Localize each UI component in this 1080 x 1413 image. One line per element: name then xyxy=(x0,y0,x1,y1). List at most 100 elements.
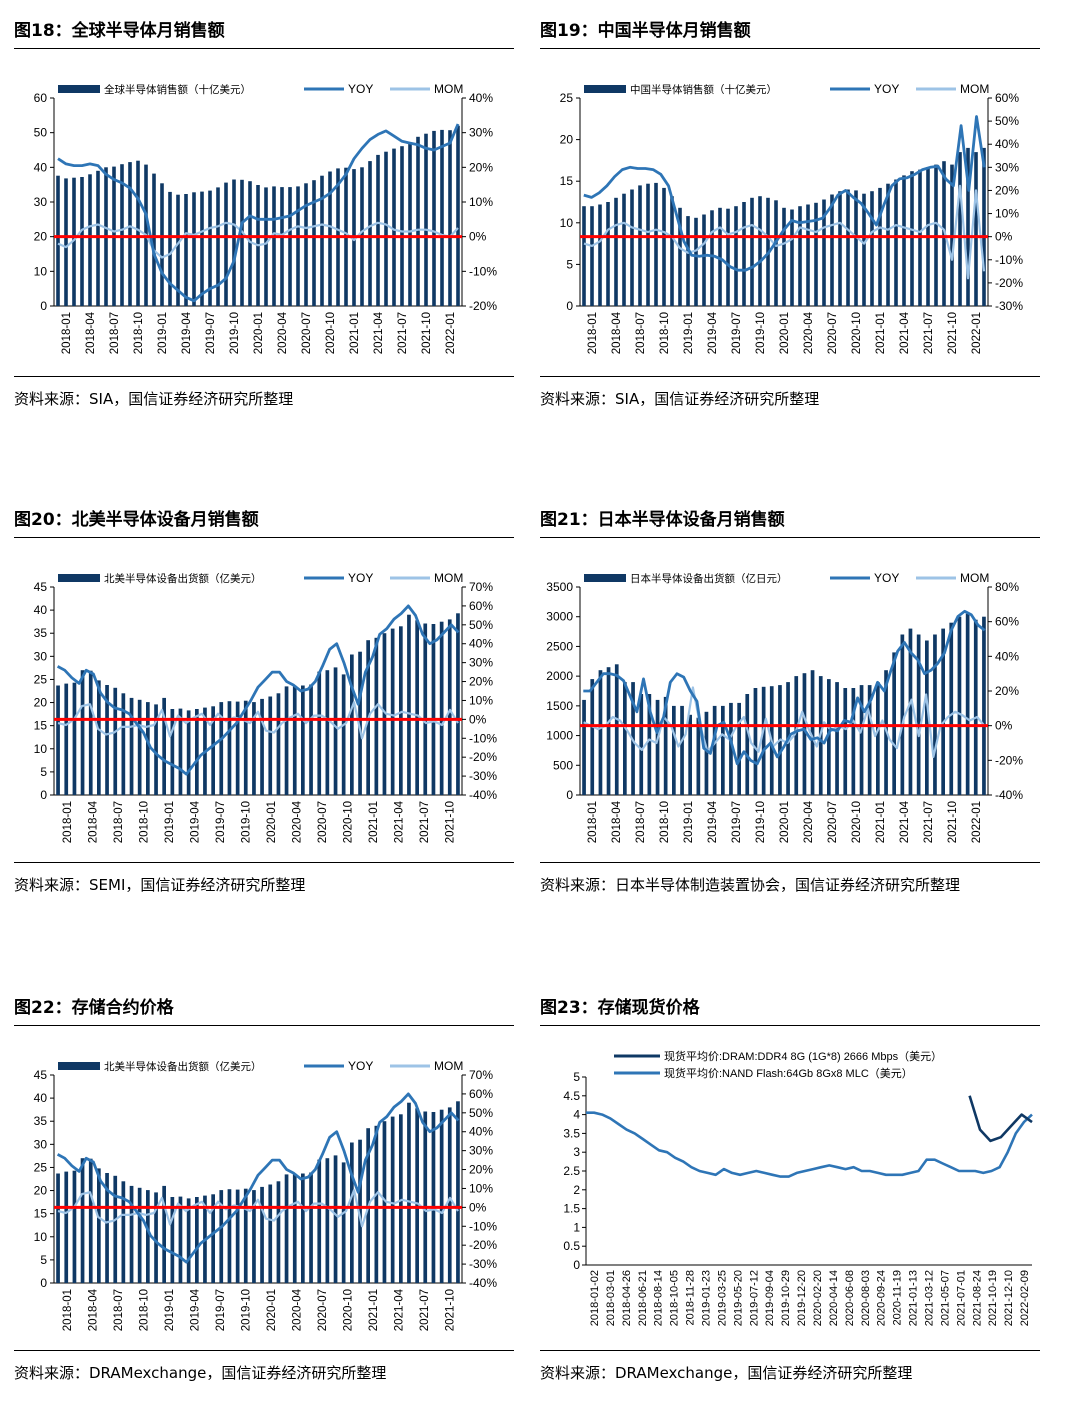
y-tick-label-right: -10% xyxy=(469,1219,497,1233)
y-tick-label-right: 20% xyxy=(469,1163,493,1177)
bar xyxy=(192,192,196,306)
bar xyxy=(790,209,794,306)
legend-label-dram: 现货平均价:DRAM:DDR4 8G (1G*8) 2666 Mbps（美元） xyxy=(664,1049,942,1063)
bar xyxy=(439,621,444,795)
x-tick-label: 2018-01 xyxy=(587,312,599,354)
x-tick-label: 2020-10 xyxy=(851,801,863,843)
bar xyxy=(358,651,362,795)
bar xyxy=(88,174,92,306)
y-tick-label-right: 30% xyxy=(469,656,493,670)
bar xyxy=(128,162,132,306)
x-tick-label: 2021-08-24 xyxy=(971,1270,983,1326)
title-rule xyxy=(14,48,514,49)
y-tick-label-left: 25 xyxy=(34,1160,48,1174)
legend-label-bar: 日本半导体设备出货额（亿日元） xyxy=(630,572,788,585)
bar xyxy=(195,709,199,795)
bar xyxy=(859,685,864,795)
bar xyxy=(320,175,324,306)
bar xyxy=(654,182,658,306)
bar xyxy=(688,714,692,795)
bar xyxy=(235,1189,240,1283)
x-tick-label: 2018-07 xyxy=(635,312,647,354)
bar xyxy=(88,1158,93,1283)
bar xyxy=(750,197,754,306)
bar xyxy=(590,679,595,795)
bar xyxy=(186,710,191,795)
bar xyxy=(121,1181,126,1283)
bar xyxy=(129,697,134,795)
legend-label-mom: MOM xyxy=(434,1059,463,1073)
legend-label-yoy: YOY xyxy=(874,571,899,585)
bar xyxy=(966,147,970,306)
bar xyxy=(647,694,652,795)
y-tick-label-right: 30% xyxy=(469,1144,493,1158)
source-rule xyxy=(540,862,1040,863)
x-tick-label: 2020-07 xyxy=(827,312,839,354)
y-tick-label-right: 30% xyxy=(469,126,493,140)
y-tick-label-right: 60% xyxy=(995,615,1019,629)
x-tick-label: 2021-07 xyxy=(419,1289,431,1331)
bar xyxy=(301,1173,305,1283)
x-tick-label: 2018-01 xyxy=(587,801,599,843)
bar xyxy=(447,1107,452,1283)
x-tick-label: 2021-10 xyxy=(444,1289,456,1331)
bar xyxy=(162,1185,166,1283)
x-tick-label: 2019-12-20 xyxy=(796,1270,808,1326)
bar xyxy=(973,619,978,795)
bar xyxy=(794,676,799,795)
bar xyxy=(892,652,896,795)
legend-label-nand: 现货平均价:NAND Flash:64Gb 8Gx8 MLC（美元） xyxy=(664,1066,913,1080)
bar xyxy=(440,129,444,306)
bar xyxy=(614,664,619,795)
bar xyxy=(146,1190,150,1283)
bar xyxy=(416,136,420,306)
y-tick-label-right: -30% xyxy=(995,299,1023,313)
x-tick-label: 2018-11-28 xyxy=(685,1270,697,1325)
y-tick-label-right: 0% xyxy=(995,719,1013,733)
x-tick-label: 2019-07 xyxy=(215,1289,227,1331)
legend-swatch-bar xyxy=(58,574,100,582)
bar xyxy=(252,1190,256,1283)
bar xyxy=(178,708,183,795)
x-tick-label: 2018-10 xyxy=(138,1289,150,1331)
bar xyxy=(160,183,164,306)
bar xyxy=(424,133,428,306)
y-tick-label-right: 20% xyxy=(995,684,1019,698)
x-tick-label: 2020-10 xyxy=(325,312,337,354)
bar xyxy=(325,670,330,795)
bar xyxy=(663,696,668,795)
y-tick-label-right: 20% xyxy=(995,183,1019,197)
y-tick-label-right: -10% xyxy=(995,253,1023,267)
line-mom xyxy=(583,184,986,280)
bar xyxy=(292,1173,297,1283)
y-tick-label-right: 0% xyxy=(995,230,1013,244)
x-tick-label: 2019-04 xyxy=(181,311,193,354)
chart-fig18: 全球半导体销售额（十亿美元） YOY MOM 0 10 20 30 40 50 60 -20% -10… xyxy=(34,82,498,354)
chart-title: 图22：存储合约价格 xyxy=(14,998,174,1018)
x-tick-label: 2018-01-02 xyxy=(589,1270,601,1326)
bar xyxy=(696,717,701,795)
y-tick-label-left: 60 xyxy=(34,91,48,105)
bar xyxy=(456,125,460,306)
legend-swatch-bar xyxy=(58,1062,100,1070)
x-tick-label: 2020-09-24 xyxy=(876,1270,888,1326)
x-tick-label: 2018-04 xyxy=(87,1288,99,1331)
bar xyxy=(646,183,650,306)
bar xyxy=(178,1196,183,1283)
bar xyxy=(341,674,346,795)
chart-source: 资料来源：SEMI，国信证券经济研究所整理 xyxy=(14,876,306,894)
bar xyxy=(415,620,419,795)
bar xyxy=(622,193,626,306)
bar xyxy=(704,711,709,795)
bar xyxy=(439,1109,444,1283)
bar xyxy=(137,699,142,795)
bar xyxy=(982,616,986,795)
bar xyxy=(72,682,77,795)
y-tick-label-left: 30 xyxy=(34,649,48,663)
x-tick-label: 2019-07 xyxy=(205,312,217,354)
x-tick-label: 2020-07 xyxy=(301,312,313,354)
title-rule xyxy=(540,48,1040,49)
chart-title: 图19：中国半导体月销售额 xyxy=(540,21,751,41)
source-rule xyxy=(14,1350,514,1351)
bar xyxy=(80,1158,85,1283)
